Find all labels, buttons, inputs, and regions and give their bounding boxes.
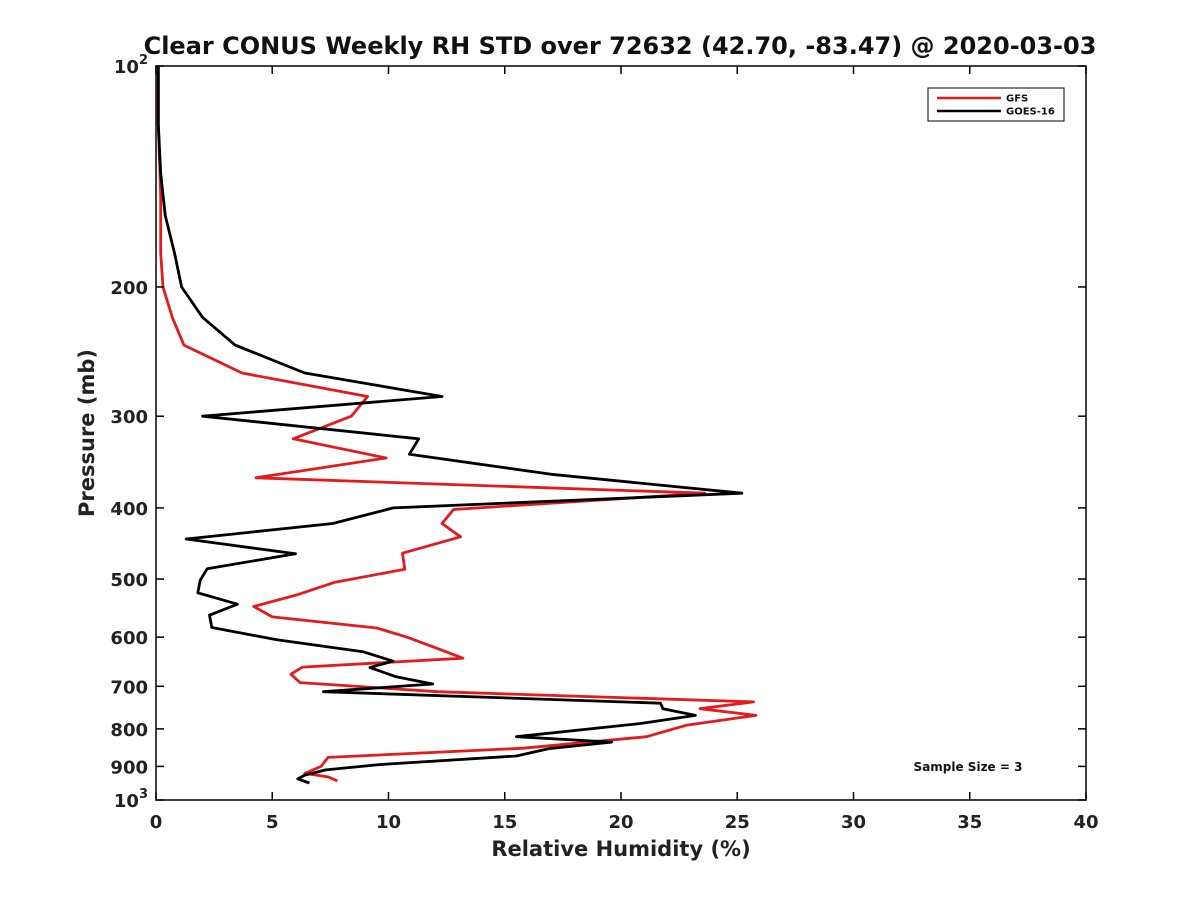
y-tick-label: 700 [110, 677, 148, 698]
x-axis-label: Relative Humidity (%) [491, 837, 750, 861]
legend-label-goes-16: GOES-16 [1006, 107, 1055, 118]
x-tick-label: 25 [725, 812, 750, 833]
chart-title: Clear CONUS Weekly RH STD over 72632 (42… [144, 32, 1097, 60]
y-tick-label: 300 [110, 407, 148, 428]
y-tick-label: 200 [110, 278, 148, 299]
y-tick-label: 900 [110, 757, 148, 778]
y-tick-label: 600 [110, 628, 148, 649]
x-tick-label: 0 [150, 812, 163, 833]
sample-size-annotation: Sample Size = 3 [914, 760, 1023, 774]
legend-label-gfs: GFS [1006, 94, 1028, 105]
x-tick-label: 30 [841, 812, 866, 833]
plot-area: 0 5 10 15 20 25 30 35 40 102 200 300 400 500 600 700 80… [110, 53, 1098, 833]
legend-box [927, 87, 1065, 122]
series-line-gfs [156, 66, 758, 783]
y-tick-label: 800 [110, 720, 148, 741]
x-tick-label: 20 [608, 812, 633, 833]
series-layer [156, 66, 758, 785]
legend: GFS GOES-16 [927, 87, 1065, 122]
y-tick-label: 500 [110, 570, 148, 591]
series-line-goes-16 [156, 66, 744, 785]
plot-frame [155, 65, 1087, 801]
x-tick-label: 5 [266, 812, 279, 833]
y-axis-ticks: 102 200 300 400 500 600 700 800 900 103 [110, 53, 1086, 812]
x-tick-label: 10 [376, 812, 401, 833]
x-tick-label: 40 [1073, 812, 1098, 833]
y-tick-label: 103 [114, 787, 148, 812]
y-tick-label: 400 [110, 499, 148, 520]
x-axis-ticks: 0 5 10 15 20 25 30 35 40 [150, 66, 1099, 833]
x-tick-label: 35 [957, 812, 982, 833]
y-axis-label: Pressure (mb) [75, 349, 99, 517]
x-tick-label: 15 [492, 812, 517, 833]
y-tick-label: 102 [114, 53, 148, 78]
